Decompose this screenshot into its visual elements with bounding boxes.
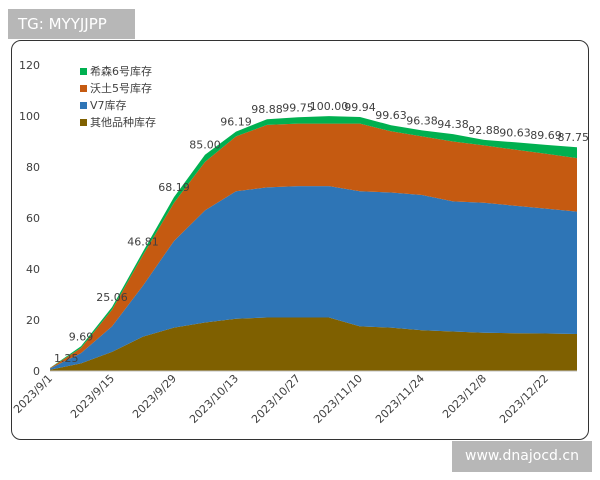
- y-tick-label: 100: [19, 110, 40, 123]
- y-tick-label: 40: [26, 263, 40, 276]
- area-series: [50, 116, 577, 371]
- total-label: 99.75: [282, 101, 314, 114]
- area-series-3: [50, 123, 577, 369]
- x-tick-label: 2023/12/8: [440, 372, 489, 421]
- total-label: 94.38: [437, 118, 469, 131]
- x-tick-label: 2023/11/10: [311, 372, 365, 426]
- legend-label: 沃土5号库存: [90, 81, 152, 95]
- legend-label: 其他品种库存: [90, 115, 156, 129]
- x-tick-label: 2023/10/27: [249, 372, 303, 426]
- total-label: 68.19: [158, 181, 190, 194]
- y-tick-label: 120: [19, 59, 40, 72]
- legend-label: 希森6号库存: [90, 64, 152, 78]
- total-label: 100.00: [310, 100, 349, 113]
- total-label: 25.06: [96, 291, 128, 304]
- watermark-top: TG: MYYJJPP: [8, 9, 135, 39]
- x-tick-label: 2023/9/15: [68, 372, 117, 421]
- total-label: 92.88: [468, 124, 500, 137]
- y-tick-label: 80: [26, 161, 40, 174]
- total-label: 9.69: [69, 330, 94, 343]
- total-label: 98.88: [251, 103, 283, 116]
- total-label: 85.00: [189, 139, 221, 152]
- total-label: 96.19: [220, 116, 252, 129]
- x-tick-label: 2023/11/24: [373, 372, 427, 426]
- watermark-bottom: www.dnajocd.cn: [452, 441, 592, 472]
- legend-swatch: [80, 85, 87, 92]
- y-tick-label: 60: [26, 212, 40, 225]
- y-tick-label: 0: [33, 365, 40, 378]
- x-tick-label: 2023/10/13: [187, 372, 241, 426]
- total-label: 87.75: [558, 131, 590, 144]
- area-series-2: [50, 186, 577, 370]
- legend-swatch: [80, 119, 87, 126]
- legend-swatch: [80, 102, 87, 109]
- total-label: 96.38: [406, 114, 438, 127]
- x-tick-label: 2023/12/22: [497, 372, 551, 426]
- total-label: 1.25: [54, 352, 79, 365]
- legend-swatch: [80, 68, 87, 75]
- x-tick-label: 2023/9/1: [11, 372, 55, 416]
- x-tick-label: 2023/9/29: [130, 372, 179, 421]
- total-label: 89.69: [530, 129, 562, 142]
- total-label: 99.94: [344, 101, 376, 114]
- total-label: 46.81: [127, 236, 159, 249]
- area-series-1: [50, 317, 577, 371]
- legend-label: V7库存: [90, 98, 127, 112]
- total-label: 99.63: [375, 109, 407, 122]
- y-tick-label: 20: [26, 314, 40, 327]
- total-label: 90.63: [499, 126, 531, 139]
